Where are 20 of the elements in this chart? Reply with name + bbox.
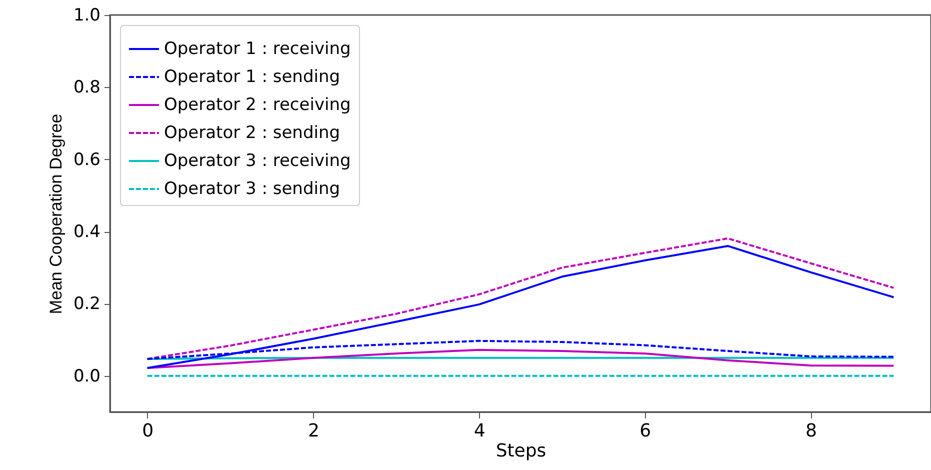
legend-label: Operator 3 : receiving [164, 151, 351, 171]
y-axis-title: Mean Cooperation Degree [46, 114, 66, 314]
x-tick-label: 6 [640, 420, 652, 442]
line-series [146, 348, 895, 369]
x-tick-label: 2 [308, 420, 320, 442]
x-tick-label: 0 [142, 420, 154, 442]
y-tick-label: 0.6 [73, 150, 100, 170]
y-tick-label: 1.0 [73, 6, 100, 26]
y-tick-label: 0.0 [73, 366, 100, 386]
legend-label: Operator 3 : sending [164, 179, 340, 199]
y-tick-label: 0.2 [73, 294, 100, 314]
x-tick-label: 8 [806, 420, 817, 442]
legend-label: Operator 1 : receiving [164, 39, 351, 59]
x-axis-title: Steps [496, 440, 546, 462]
legend-label: Operator 2 : sending [164, 123, 340, 143]
y-tick-label: 0.8 [73, 78, 100, 98]
legend-label: Operator 2 : receiving [164, 95, 351, 115]
y-tick-label: 0.4 [73, 222, 100, 242]
legend-label: Operator 1 : sending [164, 67, 340, 87]
x-tick-label: 4 [474, 420, 486, 442]
